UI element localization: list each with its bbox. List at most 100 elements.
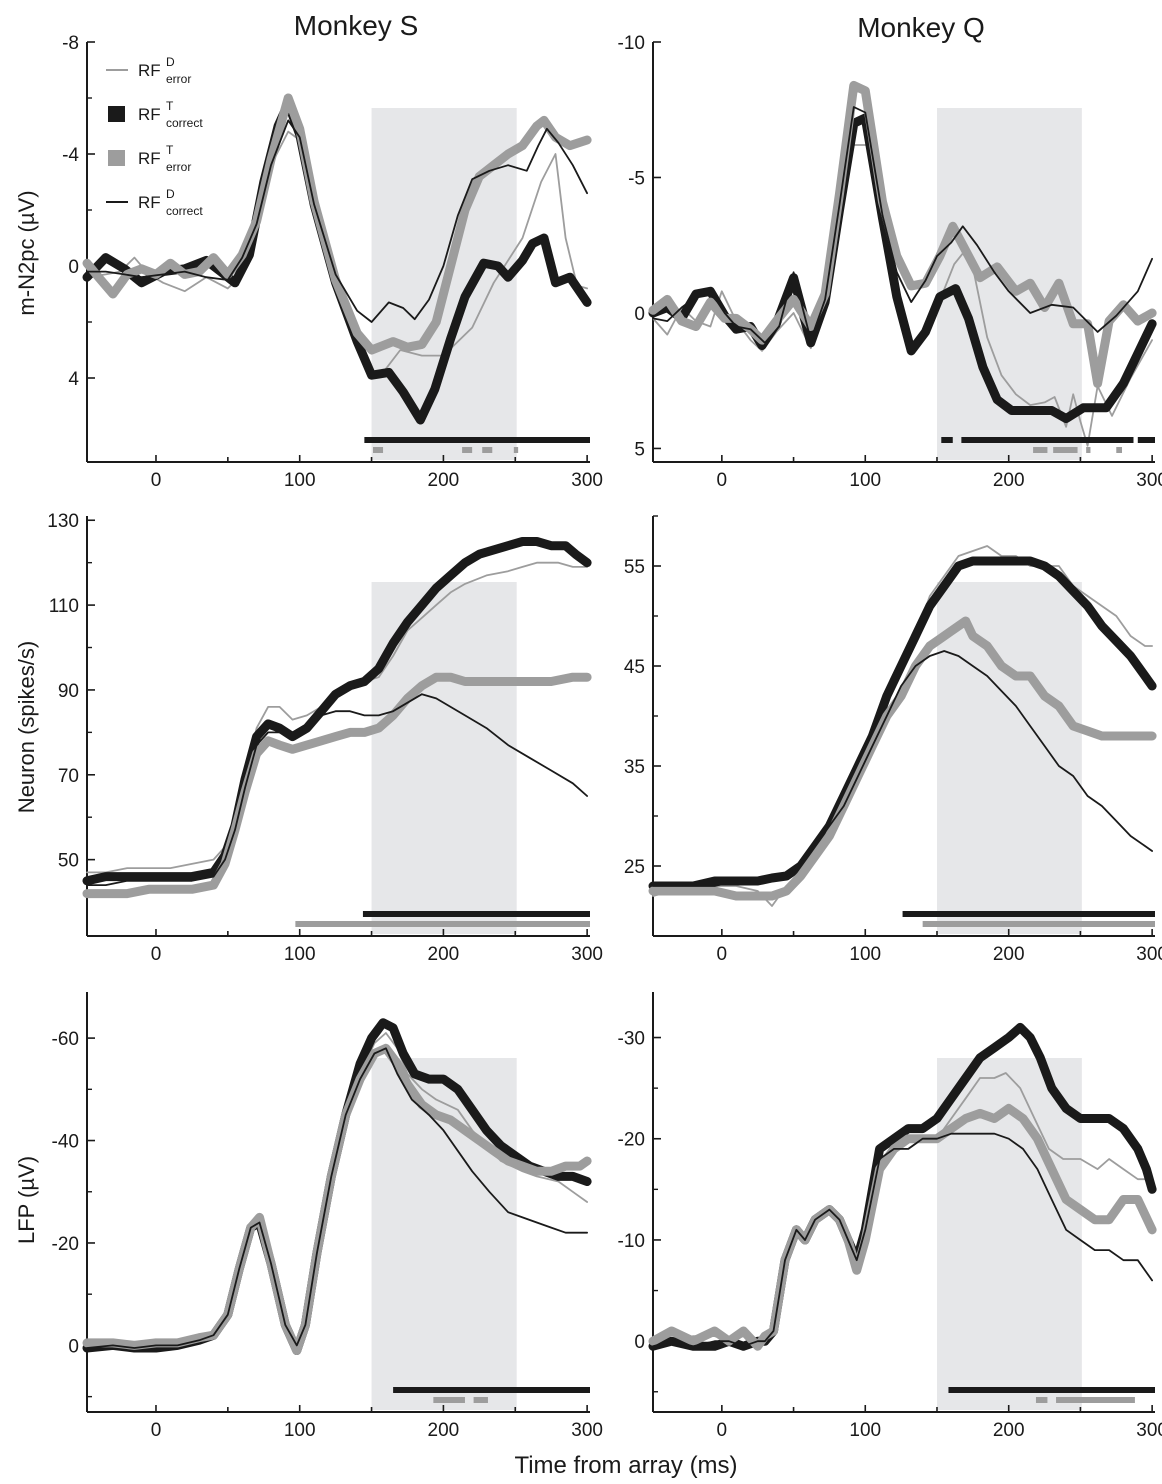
panel-monkey-s-m-n2pc: 0 100 200 300 -8 -4 0 4 xyxy=(62,33,603,491)
y-tick-label: -10 xyxy=(618,1231,645,1252)
legend-subscript: correct xyxy=(166,204,203,218)
significance-bar-gray xyxy=(473,1397,488,1403)
series-line-rft-error xyxy=(82,672,592,899)
panel-monkey-s-lfp: 0 100 200 300 -60 -40 -20 0 xyxy=(52,992,603,1441)
legend-superscript: T xyxy=(166,99,174,113)
significance-bar-gray xyxy=(922,921,1155,927)
x-tick-label: 100 xyxy=(284,944,316,965)
series-line-rfd-correct xyxy=(652,1132,1153,1348)
x-tick-label: 200 xyxy=(993,470,1025,491)
x-tick-label: 200 xyxy=(428,1420,460,1441)
x-tick-label: 0 xyxy=(151,470,162,491)
significance-bar-gray xyxy=(482,447,493,453)
y-tick-label: -10 xyxy=(618,33,645,54)
legend-label: RF xyxy=(138,193,161,212)
significance-bar-gray xyxy=(1053,447,1078,453)
x-tick-label: 0 xyxy=(717,1420,728,1441)
x-tick-label: 0 xyxy=(151,1420,162,1441)
series-line-rfd-correct xyxy=(86,119,588,323)
x-tick-label: 300 xyxy=(1136,944,1162,965)
y-tick-label: 45 xyxy=(624,657,645,678)
significance-bar-gray xyxy=(1086,447,1091,453)
legend-superscript: D xyxy=(166,55,175,69)
y-tick-label: 0 xyxy=(68,1336,79,1357)
row-1-ylabel: Neuron (spikes/s) xyxy=(14,641,39,813)
analysis-window-shade xyxy=(371,582,517,934)
y-tick-label: 4 xyxy=(68,369,79,390)
series-line-rft-correct xyxy=(648,556,1157,891)
series-line-rft-error xyxy=(648,1103,1157,1351)
x-tick-label: 300 xyxy=(1136,470,1162,491)
significance-bar-gray xyxy=(462,447,473,453)
significance-bar-black xyxy=(941,437,953,443)
series-line-rft-error xyxy=(82,93,592,355)
series-line-rft-correct xyxy=(82,99,592,425)
y-tick-label: 130 xyxy=(47,511,79,532)
panel-monkey-s-neuron: 0 100 200 300 50 70 90 110 130 xyxy=(47,511,603,965)
series-line-rft-correct xyxy=(82,537,592,886)
legend-label: RF xyxy=(138,105,161,124)
y-tick-label: -20 xyxy=(52,1234,79,1255)
legend-subscript: correct xyxy=(166,116,203,130)
x-tick-label: 300 xyxy=(571,470,603,491)
significance-bar-black xyxy=(362,911,590,917)
x-axis-label: Time from array (ms) xyxy=(514,1452,737,1479)
y-tick-label: -5 xyxy=(628,168,645,189)
x-tick-label: 0 xyxy=(151,944,162,965)
legend-swatch xyxy=(108,106,125,122)
y-tick-label: 0 xyxy=(68,257,79,278)
column-title-monkey-s: Monkey S xyxy=(294,10,419,41)
y-tick-label: 5 xyxy=(634,439,645,460)
row-2-ylabel: LFP (µV) xyxy=(14,1156,39,1244)
panel-monkey-q-neuron: 0 100 200 300 25 35 45 55 xyxy=(624,515,1162,965)
y-tick-label: -8 xyxy=(62,33,79,54)
x-tick-label: 100 xyxy=(849,470,881,491)
x-tick-label: 100 xyxy=(284,1420,316,1441)
legend-superscript: D xyxy=(166,187,175,201)
x-tick-label: 100 xyxy=(284,470,316,491)
series-line-rfd-correct xyxy=(86,1047,588,1349)
series-line-rfd-correct xyxy=(86,693,588,886)
significance-bar-gray xyxy=(1056,1397,1135,1403)
significance-bar-gray xyxy=(1116,447,1123,453)
y-tick-label: -60 xyxy=(52,1029,79,1050)
x-tick-label: 100 xyxy=(849,1420,881,1441)
significance-bar-black xyxy=(393,1387,590,1393)
significance-bar-gray xyxy=(513,447,519,453)
legend-label: RF xyxy=(138,149,161,168)
x-tick-label: 0 xyxy=(717,944,728,965)
column-title-monkey-q: Monkey Q xyxy=(857,12,985,43)
y-tick-label: 0 xyxy=(634,304,645,325)
y-tick-label: -4 xyxy=(62,145,79,166)
x-tick-label: 300 xyxy=(1136,1420,1162,1441)
significance-bar-gray xyxy=(1035,1397,1048,1403)
legend-superscript: T xyxy=(166,143,174,157)
y-tick-label: 55 xyxy=(624,557,645,578)
y-tick-label: 35 xyxy=(624,757,645,778)
panel-monkey-q-m-n2pc: 0 100 200 300 -10 -5 0 5 xyxy=(618,33,1162,491)
x-tick-label: 0 xyxy=(717,470,728,491)
row-0-ylabel: m-N2pc (µV) xyxy=(14,190,39,315)
significance-bar-black xyxy=(1137,437,1155,443)
x-tick-label: 200 xyxy=(428,470,460,491)
y-tick-label: 0 xyxy=(634,1332,645,1353)
y-tick-label: -40 xyxy=(52,1132,79,1153)
x-tick-label: 100 xyxy=(849,944,881,965)
y-tick-label: 50 xyxy=(58,851,79,872)
significance-bar-gray xyxy=(433,1397,465,1403)
significance-bar-gray xyxy=(1033,447,1048,453)
series-line-rft-error xyxy=(648,616,1157,901)
significance-bar-gray xyxy=(372,447,384,453)
legend-subscript: error xyxy=(166,72,191,86)
legend-subscript: error xyxy=(166,160,191,174)
analysis-window-shade xyxy=(936,582,1082,934)
x-tick-label: 300 xyxy=(571,944,603,965)
y-tick-label: -20 xyxy=(618,1130,645,1151)
x-tick-label: 300 xyxy=(571,1420,603,1441)
y-tick-label: -30 xyxy=(618,1029,645,1050)
